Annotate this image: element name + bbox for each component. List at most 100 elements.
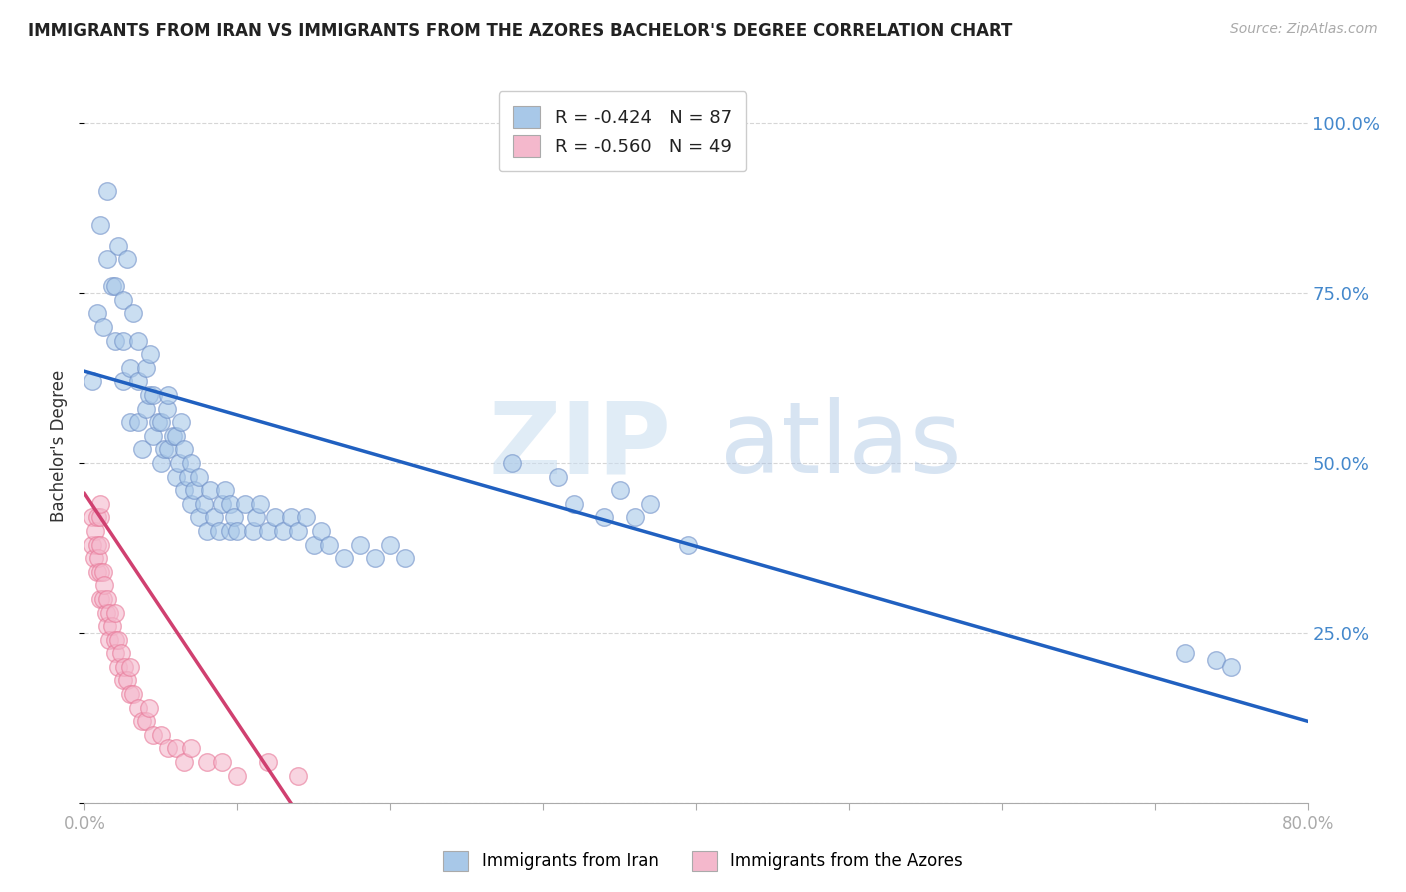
Point — [115, 252, 138, 266]
Point — [394, 551, 416, 566]
Point — [180, 456, 202, 470]
Point — [122, 306, 145, 320]
Point — [364, 551, 387, 566]
Point — [127, 415, 149, 429]
Point — [96, 619, 118, 633]
Point — [96, 252, 118, 266]
Point — [131, 714, 153, 729]
Point — [165, 429, 187, 443]
Point — [638, 497, 661, 511]
Point — [547, 469, 569, 483]
Point — [91, 565, 114, 579]
Point — [167, 456, 190, 470]
Point — [211, 755, 233, 769]
Point — [624, 510, 647, 524]
Point — [86, 565, 108, 579]
Point — [302, 537, 325, 551]
Point — [89, 497, 111, 511]
Legend: Immigrants from Iran, Immigrants from the Azores: Immigrants from Iran, Immigrants from th… — [434, 842, 972, 880]
Point — [107, 632, 129, 647]
Point — [349, 537, 371, 551]
Point — [195, 524, 218, 538]
Point — [110, 646, 132, 660]
Point — [146, 415, 169, 429]
Point — [127, 700, 149, 714]
Point — [226, 769, 249, 783]
Point — [280, 510, 302, 524]
Point — [224, 510, 246, 524]
Point — [333, 551, 356, 566]
Point — [107, 660, 129, 674]
Y-axis label: Bachelor's Degree: Bachelor's Degree — [51, 370, 69, 522]
Point — [157, 442, 180, 457]
Point — [156, 401, 179, 416]
Point — [131, 442, 153, 457]
Text: Source: ZipAtlas.com: Source: ZipAtlas.com — [1230, 22, 1378, 37]
Point — [135, 714, 157, 729]
Point — [208, 524, 231, 538]
Point — [180, 741, 202, 756]
Point — [142, 388, 165, 402]
Point — [165, 469, 187, 483]
Point — [138, 388, 160, 402]
Point — [91, 591, 114, 606]
Point — [120, 360, 142, 375]
Point — [127, 375, 149, 389]
Point — [153, 442, 176, 457]
Point — [173, 483, 195, 498]
Point — [157, 741, 180, 756]
Point — [111, 334, 134, 348]
Point — [257, 755, 280, 769]
Point — [89, 218, 111, 232]
Point — [94, 606, 117, 620]
Point — [104, 632, 127, 647]
Point — [1220, 660, 1243, 674]
Point — [214, 483, 236, 498]
Point — [149, 415, 172, 429]
Point — [89, 591, 111, 606]
Point — [271, 524, 294, 538]
Point — [111, 293, 134, 307]
Point — [107, 238, 129, 252]
Point — [188, 510, 211, 524]
Point — [173, 755, 195, 769]
Point — [245, 510, 267, 524]
Point — [162, 429, 184, 443]
Point — [157, 388, 180, 402]
Point — [218, 524, 240, 538]
Point — [80, 537, 103, 551]
Point — [193, 497, 215, 511]
Point — [562, 497, 585, 511]
Point — [93, 578, 115, 592]
Point — [89, 510, 111, 524]
Point — [104, 334, 127, 348]
Point — [1174, 646, 1197, 660]
Point — [80, 510, 103, 524]
Point — [120, 660, 142, 674]
Point — [138, 700, 160, 714]
Point — [142, 429, 165, 443]
Point — [115, 673, 138, 688]
Point — [226, 524, 249, 538]
Point — [139, 347, 162, 361]
Point — [1205, 653, 1227, 667]
Text: ZIP: ZIP — [489, 398, 672, 494]
Point — [173, 442, 195, 457]
Point — [101, 619, 124, 633]
Point — [318, 537, 340, 551]
Point — [89, 565, 111, 579]
Point — [170, 415, 193, 429]
Point — [188, 469, 211, 483]
Point — [135, 360, 157, 375]
Point — [83, 551, 105, 566]
Point — [127, 334, 149, 348]
Point — [287, 524, 309, 538]
Point — [101, 279, 124, 293]
Text: IMMIGRANTS FROM IRAN VS IMMIGRANTS FROM THE AZORES BACHELOR'S DEGREE CORRELATION: IMMIGRANTS FROM IRAN VS IMMIGRANTS FROM … — [28, 22, 1012, 40]
Point — [249, 497, 271, 511]
Point — [96, 184, 118, 198]
Point — [195, 755, 218, 769]
Legend: R = -0.424   N = 87, R = -0.560   N = 49: R = -0.424 N = 87, R = -0.560 N = 49 — [499, 91, 747, 171]
Point — [149, 728, 172, 742]
Point — [111, 673, 134, 688]
